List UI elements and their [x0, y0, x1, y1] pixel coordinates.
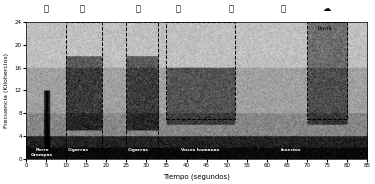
Text: Cigarras: Cigarras — [128, 148, 149, 152]
Text: 🐕: 🐕 — [44, 4, 48, 13]
Text: Lluvia: Lluvia — [318, 26, 332, 31]
Text: Grompas: Grompas — [31, 153, 53, 158]
Text: 🪲: 🪲 — [136, 4, 141, 13]
Text: Insectos: Insectos — [281, 148, 302, 152]
Text: Cigarras: Cigarras — [68, 148, 88, 152]
Text: 🧍: 🧍 — [80, 4, 85, 13]
Text: Perro: Perro — [35, 148, 49, 152]
Y-axis label: Frecuencia (Kilohercios): Frecuencia (Kilohercios) — [4, 53, 9, 128]
Text: 🦗: 🦗 — [280, 4, 285, 13]
Text: 🧍: 🧍 — [176, 4, 181, 13]
X-axis label: Tiempo (segundos): Tiempo (segundos) — [163, 173, 230, 180]
Text: ☁: ☁ — [323, 4, 332, 13]
Text: Voces humanas: Voces humanas — [182, 148, 220, 152]
Text: 🦅: 🦅 — [228, 4, 233, 13]
